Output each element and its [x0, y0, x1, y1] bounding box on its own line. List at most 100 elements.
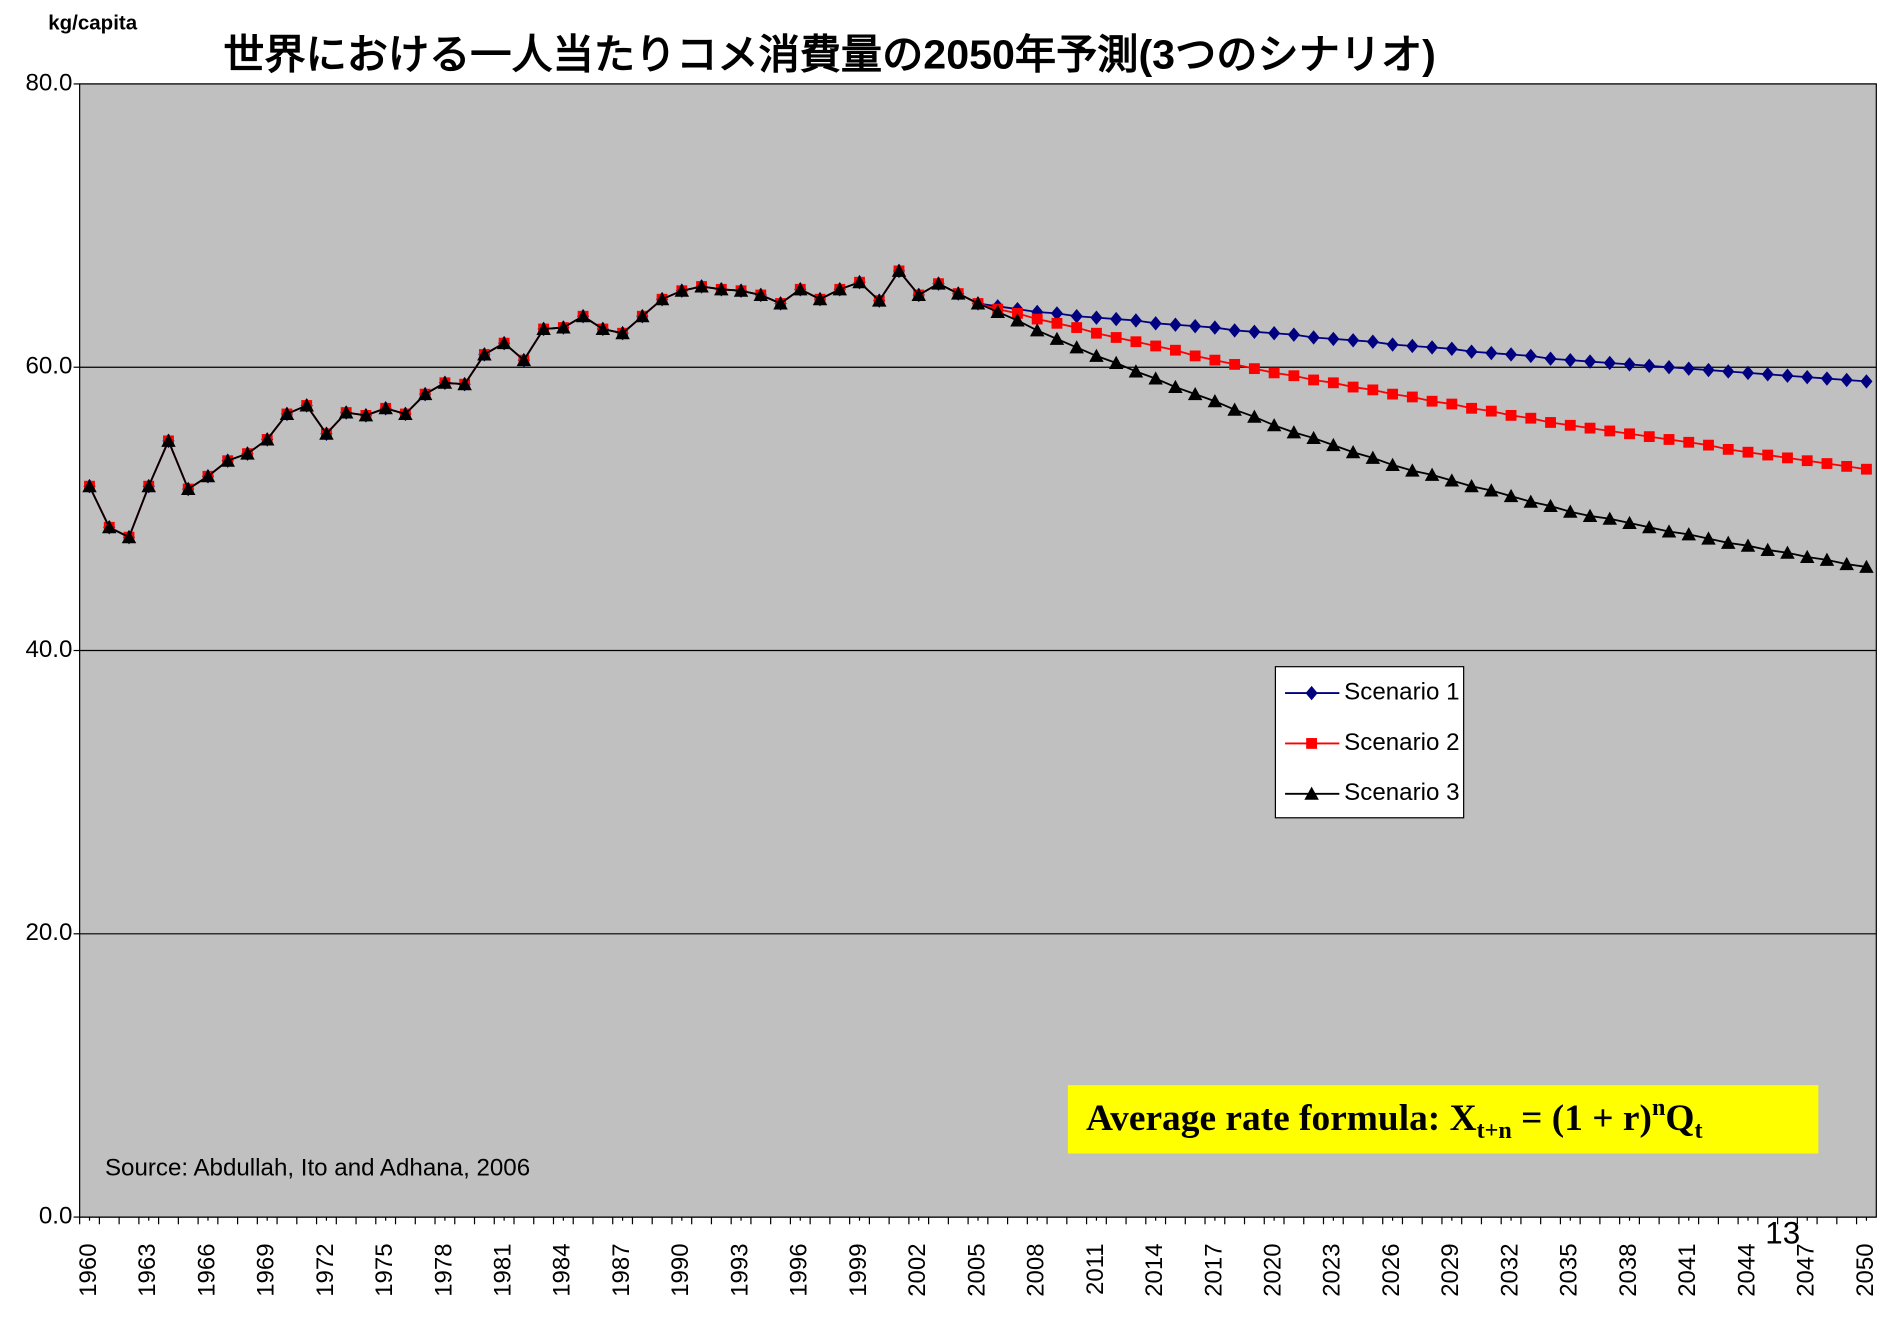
x-tick-label: 2035 [1556, 1243, 1583, 1296]
marker [1446, 398, 1458, 410]
formula-box [1067, 1085, 1819, 1154]
x-tick-label: 1960 [75, 1243, 102, 1296]
marker [1861, 463, 1872, 475]
x-tick-label: 2044 [1733, 1243, 1760, 1296]
x-tick-label: 1999 [845, 1243, 872, 1296]
marker [1464, 479, 1479, 493]
marker [1485, 405, 1497, 417]
marker [1286, 425, 1302, 439]
marker [457, 377, 472, 391]
formula-mid: = (1 + r) [1512, 1098, 1652, 1139]
marker [1761, 367, 1774, 382]
marker [1051, 317, 1063, 329]
marker [1643, 358, 1656, 374]
marker [852, 275, 867, 289]
marker [1305, 685, 1318, 701]
x-tick-label: 2038 [1615, 1243, 1642, 1296]
marker [437, 375, 453, 389]
marker [1840, 372, 1853, 388]
marker [1306, 430, 1321, 445]
x-tick-label: 2008 [1023, 1243, 1050, 1296]
page-number: 13 [1765, 1215, 1800, 1250]
marker [1543, 498, 1558, 513]
marker [1622, 515, 1637, 530]
x-tick-label: 1996 [786, 1243, 813, 1296]
x-tick-label: 1990 [667, 1243, 694, 1296]
marker [1466, 402, 1477, 414]
x-tick-label: 2026 [1378, 1243, 1405, 1296]
marker [1720, 535, 1736, 549]
marker [1150, 340, 1162, 352]
marker [1544, 351, 1557, 366]
marker [1168, 379, 1183, 394]
marker [832, 282, 848, 296]
marker [911, 287, 926, 301]
marker [1484, 483, 1499, 497]
y-tick-label: 0.0 [39, 1202, 73, 1229]
marker [200, 469, 216, 483]
x-tick-label: 2023 [1319, 1243, 1346, 1296]
marker [259, 432, 275, 446]
marker [615, 326, 630, 340]
marker [1010, 313, 1025, 327]
marker [1564, 419, 1576, 431]
marker [1069, 340, 1084, 354]
marker [970, 296, 986, 310]
marker [1108, 355, 1124, 369]
marker [1049, 331, 1065, 345]
marker [1327, 331, 1340, 347]
marker [1326, 437, 1341, 452]
marker [1347, 333, 1360, 348]
marker [1426, 340, 1439, 355]
marker [1129, 313, 1142, 328]
marker [1050, 306, 1063, 321]
marker [595, 321, 611, 335]
marker [1564, 352, 1577, 368]
y-axis-label: kg/capita [48, 11, 138, 34]
marker [654, 292, 670, 306]
marker [773, 296, 788, 310]
marker [1682, 361, 1695, 376]
marker [1604, 425, 1616, 437]
marker [1465, 344, 1478, 359]
marker [1819, 552, 1835, 566]
x-tick-label: 1966 [193, 1243, 220, 1296]
marker [872, 293, 887, 307]
x-tick-label: 1987 [608, 1243, 635, 1296]
marker [1702, 362, 1715, 378]
marker [950, 286, 966, 300]
marker [1149, 316, 1162, 331]
marker [1703, 439, 1714, 451]
marker [1820, 371, 1833, 386]
y-tick-label: 80.0 [25, 69, 72, 96]
formula-sub: t+n [1477, 1118, 1513, 1144]
x-tick-label: 1984 [549, 1243, 576, 1296]
marker [1029, 323, 1045, 337]
marker [1307, 330, 1320, 345]
chart-title: 世界における一人当たりコメ消費量の2050年予測(3つのシナリオ) [223, 31, 1436, 77]
marker [1110, 311, 1123, 327]
marker [1722, 364, 1735, 379]
marker [1386, 337, 1399, 352]
x-tick-label: 2014 [1141, 1243, 1168, 1296]
marker [1742, 446, 1754, 458]
marker [1624, 428, 1635, 440]
x-tick-label: 1963 [134, 1243, 161, 1296]
marker [1782, 452, 1793, 464]
x-tick-label: 1993 [726, 1243, 753, 1296]
marker [990, 304, 1005, 318]
marker [102, 520, 117, 534]
marker [1090, 310, 1103, 325]
marker [1089, 348, 1104, 362]
marker [121, 530, 137, 544]
marker [378, 401, 393, 415]
marker [1839, 556, 1854, 571]
marker [1304, 786, 1319, 800]
marker [1603, 355, 1616, 371]
marker [1505, 409, 1517, 421]
marker [1308, 374, 1320, 386]
marker [82, 479, 97, 493]
marker [1662, 360, 1676, 375]
marker [1545, 417, 1556, 428]
